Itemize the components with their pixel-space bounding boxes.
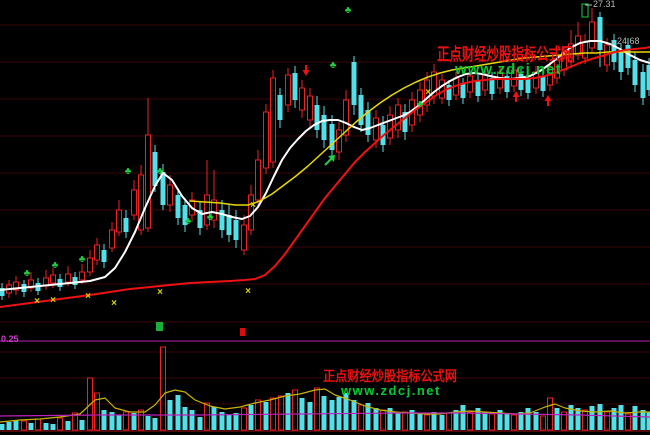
watermark-top-text: 正点财经炒股指标公式网 xyxy=(437,45,574,64)
price-label-right: 24.68 xyxy=(617,36,640,46)
buy-signal-clover-icon: ♣ xyxy=(417,99,424,110)
buy-signal-clover-icon: ♣ xyxy=(24,268,31,279)
buy-signal-clover-icon: ♣ xyxy=(185,216,192,227)
watermark-top-url: www.zdcj.net xyxy=(455,61,562,78)
green-arrow-icon xyxy=(328,155,335,162)
volume-panel[interactable] xyxy=(0,346,650,431)
watermark-top: 正点财经炒股指标公式网 www.zdcj.net xyxy=(437,46,624,77)
cross-signal-icon: × xyxy=(111,298,117,309)
buy-signal-clover-icon: ♣ xyxy=(79,254,86,265)
watermark-bottom-text: 正点财经炒股指标公式网 xyxy=(323,368,457,384)
mid-indicator-panel[interactable] xyxy=(156,322,245,336)
cross-signal-icon: × xyxy=(34,296,40,307)
watermark-bottom-url: www.zdcj.net xyxy=(341,383,441,398)
signal-markers: ♣♣♣♣ ♣♣ ♣♣♣♣× × ××× ××× xyxy=(24,3,616,309)
price-label-high: 27.31 xyxy=(593,0,616,9)
watermark-bottom: 正点财经炒股指标公式网 www.zdcj.net xyxy=(323,369,477,397)
red-up-arrow-icon xyxy=(544,95,552,101)
indicator-level-label: 0.25 xyxy=(1,334,19,344)
cross-signal-icon: × xyxy=(85,291,91,302)
red-up-arrow-icon xyxy=(512,91,520,97)
cross-signal-icon: × xyxy=(50,295,56,306)
cross-signal-icon: × xyxy=(157,287,163,298)
green-signal-mark xyxy=(156,322,163,331)
gridlines xyxy=(0,24,650,432)
buy-signal-clover-icon: ♣ xyxy=(157,166,164,177)
cross-signal-icon: × xyxy=(245,286,251,297)
buy-signal-clover-icon: ♣ xyxy=(52,260,59,271)
red-down-arrow-icon xyxy=(302,70,310,76)
cross-signal-icon: × xyxy=(250,200,256,211)
green-box-marker-icon xyxy=(581,3,589,18)
buy-signal-clover-icon: ♣ xyxy=(330,60,337,71)
buy-signal-clover-icon: ♣ xyxy=(345,5,352,16)
moving-averages xyxy=(0,40,650,308)
red-signal-mark xyxy=(240,328,245,336)
buy-signal-clover-icon: ♣ xyxy=(125,166,132,177)
buy-signal-clover-icon: ♣ xyxy=(207,212,214,223)
cross-signal-icon: × xyxy=(425,87,431,98)
